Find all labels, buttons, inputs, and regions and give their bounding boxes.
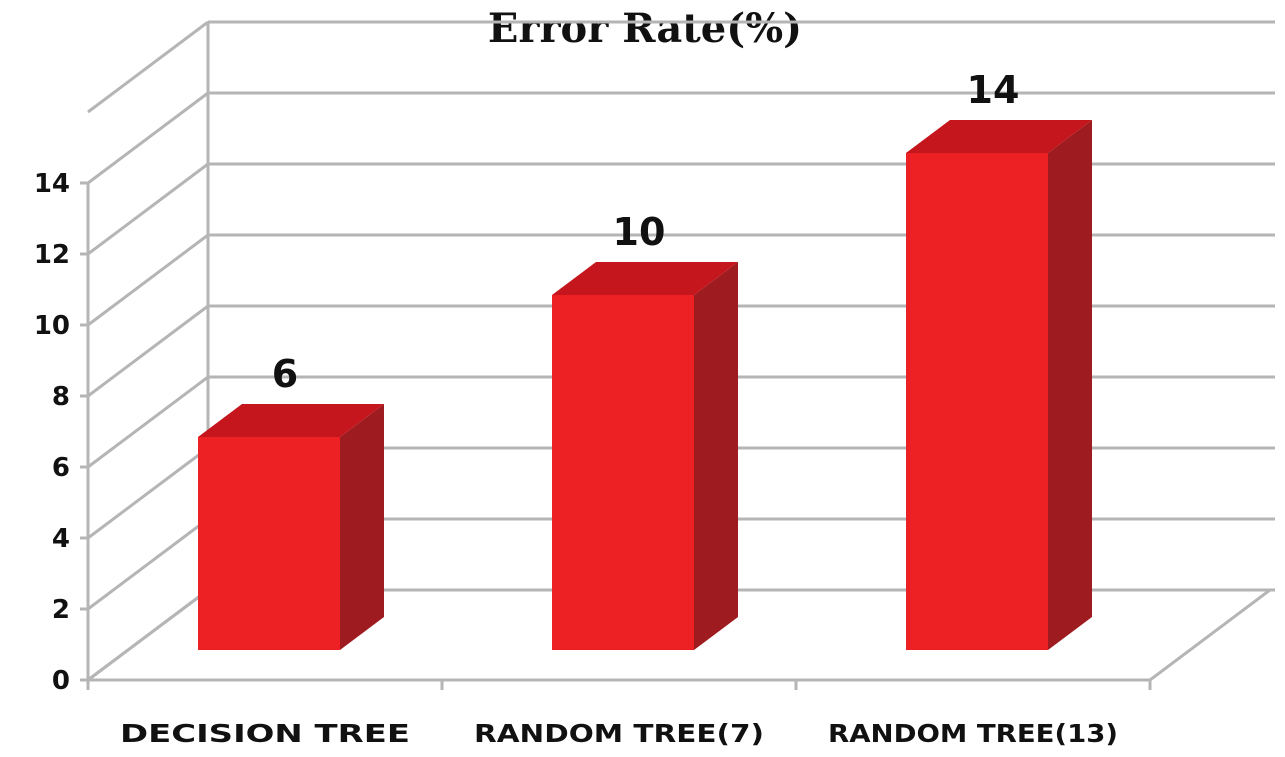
bar-top-face bbox=[198, 404, 384, 437]
data-label: 6 bbox=[272, 352, 298, 396]
bar-layer bbox=[198, 120, 1092, 650]
side-wall-gridline bbox=[87, 91, 209, 185]
grid-layer bbox=[83, 20, 1275, 682]
bar-3 bbox=[906, 120, 1092, 650]
y-tick-label: 14 bbox=[34, 169, 70, 199]
bar-front-face bbox=[906, 153, 1048, 650]
x-category-label: RANDOM TREE(13) bbox=[828, 719, 1118, 748]
side-wall-gridline bbox=[87, 375, 209, 469]
bar-front-face bbox=[198, 437, 340, 650]
x-category-label: DECISION TREE bbox=[120, 719, 410, 748]
y-tick-label: 2 bbox=[52, 595, 70, 625]
side-wall-gridline bbox=[87, 162, 209, 256]
y-tick-label: 4 bbox=[52, 524, 70, 554]
data-label: 14 bbox=[967, 68, 1020, 112]
bar-top-face bbox=[552, 262, 738, 295]
side-wall-gridline bbox=[87, 517, 209, 611]
chart-title: Error Rate(%) bbox=[488, 5, 802, 52]
bar-side-face bbox=[340, 404, 384, 650]
bar-2 bbox=[552, 262, 738, 650]
x-category-label: RANDOM TREE(7) bbox=[474, 719, 764, 748]
y-tick-label: 12 bbox=[34, 240, 70, 270]
side-wall-gridline bbox=[87, 446, 209, 540]
side-wall-gridline bbox=[87, 304, 209, 398]
label-layer: 6 DECISION TREE 10 RANDOM TREE(7) 14 RANDOM T… bbox=[120, 68, 1118, 748]
data-label: 10 bbox=[613, 210, 666, 254]
bar-top-face bbox=[906, 120, 1092, 153]
bar-front-face bbox=[552, 295, 694, 650]
y-tick-label: 6 bbox=[52, 453, 70, 483]
bar-1 bbox=[198, 404, 384, 650]
bar-side-face bbox=[694, 262, 738, 650]
y-tick-label: 8 bbox=[52, 382, 70, 412]
side-wall-gridline bbox=[87, 20, 209, 114]
side-wall-gridline bbox=[87, 233, 209, 327]
y-tick-label: 0 bbox=[52, 666, 70, 696]
bar-side-face bbox=[1048, 120, 1092, 650]
axis-layer: 0 2 4 6 8 10 12 14 bbox=[34, 169, 1152, 696]
y-tick-label: 10 bbox=[34, 311, 70, 341]
